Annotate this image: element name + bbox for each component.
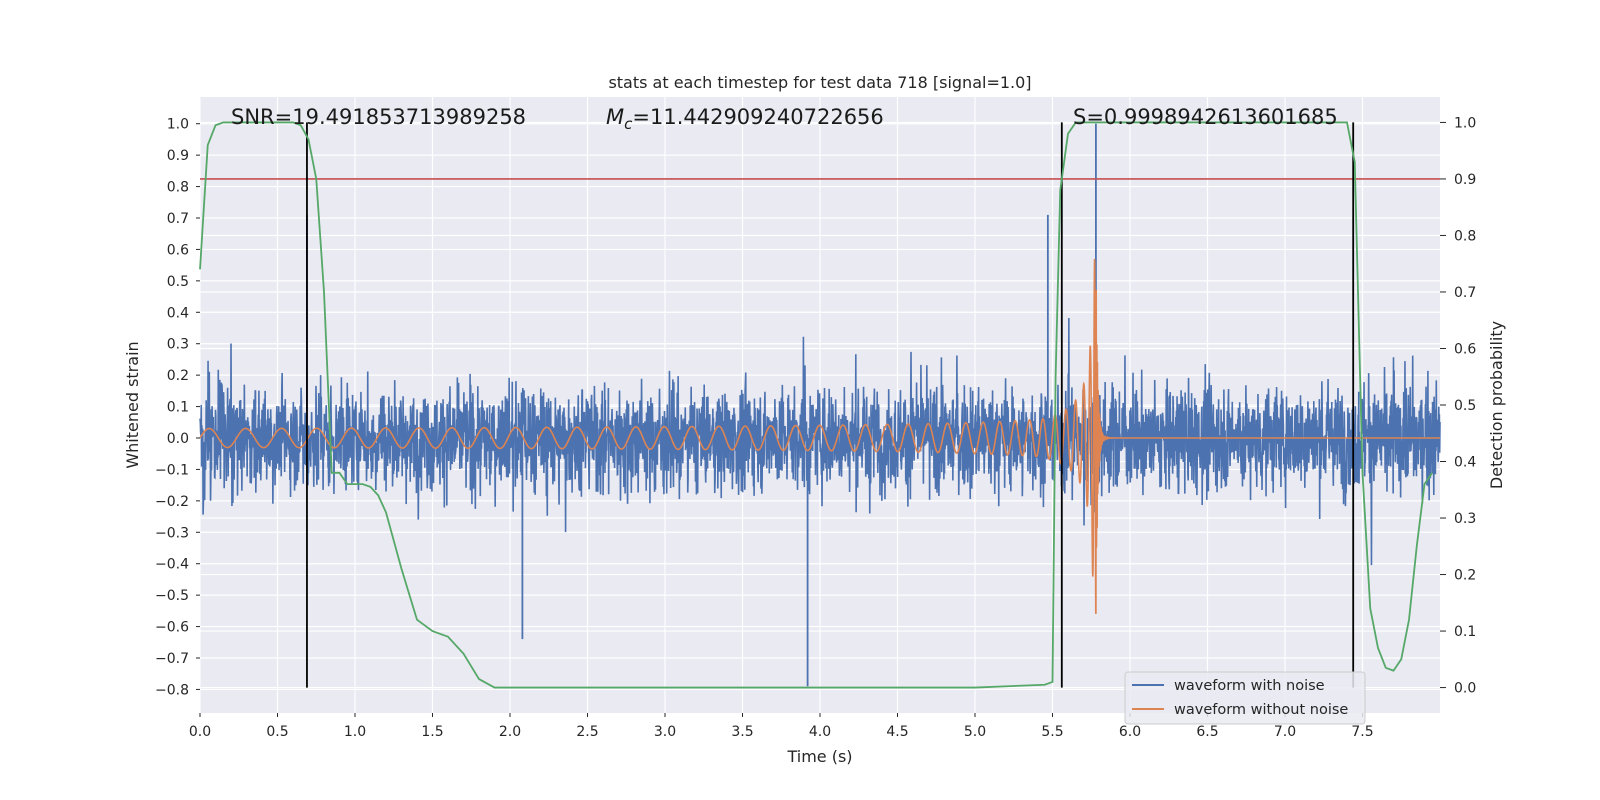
x-tick-label: 6.5 xyxy=(1196,724,1218,740)
y-tick-label: −0.8 xyxy=(155,682,189,698)
x-tick-label: 1.0 xyxy=(344,724,366,740)
legend: waveform with noise waveform without noi… xyxy=(1124,671,1366,725)
y-tick-label: 0.3 xyxy=(167,337,189,353)
snr-annotation: SNR=19.491853713989258 xyxy=(231,105,526,129)
y-tick-label: −0.4 xyxy=(155,557,189,573)
y-right-tick-label: 0.1 xyxy=(1454,624,1476,640)
y-tick-label: 0.9 xyxy=(167,148,189,164)
x-tick-label: 6.0 xyxy=(1119,724,1141,740)
x-tick-label: 0.5 xyxy=(266,724,288,740)
x-tick-label: 5.0 xyxy=(964,724,986,740)
x-tick-label: 3.5 xyxy=(731,724,753,740)
x-tick-label: 2.5 xyxy=(576,724,598,740)
y-tick-label: 0.2 xyxy=(167,368,189,384)
series-detection-probability xyxy=(199,121,1433,689)
y-tick-label: −0.2 xyxy=(155,494,189,510)
y-right-tick-label: 1.0 xyxy=(1454,115,1476,131)
y-tick-label: 0.1 xyxy=(167,400,189,416)
y-tick-label: −0.3 xyxy=(155,525,189,541)
axes: 0.0 0.5 1.0 1.5 2.0 2.5 3.0 3.5 4.0 4.5 5.0 5.5 6.0 6… xyxy=(155,115,1476,740)
y-tick-label: 0.6 xyxy=(167,242,189,258)
y-tick-label: 0.0 xyxy=(167,431,189,447)
y-right-tick-label: 0.6 xyxy=(1454,341,1476,357)
x-tick-label: 2.0 xyxy=(499,724,521,740)
series-waveform-without-noise xyxy=(199,259,1440,615)
mc-subscript: c xyxy=(624,115,633,133)
y-tick-label: −0.7 xyxy=(155,651,189,667)
chirp-mass-annotation: Mc=11.442909240722656 xyxy=(606,105,884,133)
y-right-tick-label: 0.3 xyxy=(1454,511,1476,527)
x-tick-label: 4.5 xyxy=(886,724,908,740)
y-right-tick-label: 0.7 xyxy=(1454,285,1476,301)
legend-label-waveform-with-noise: waveform with noise xyxy=(1174,678,1325,694)
y-right-tick-label: 0.4 xyxy=(1454,455,1476,471)
vertical-markers xyxy=(306,122,1355,688)
y-tick-label: 0.8 xyxy=(167,180,189,196)
y-right-tick-label: 0.5 xyxy=(1454,398,1476,414)
y-tick-label: 0.4 xyxy=(167,305,189,321)
x-tick-label: 0.0 xyxy=(189,724,211,740)
mc-symbol: M xyxy=(606,105,624,129)
waveform-without-noise-line xyxy=(199,259,1440,615)
y-axis-label: Whitened strain xyxy=(123,341,142,468)
y-right-tick-label: 0.0 xyxy=(1454,681,1476,697)
y-right-tick-label: 0.2 xyxy=(1454,568,1476,584)
y-tick-label: 0.5 xyxy=(167,274,189,290)
legend-box xyxy=(1124,671,1366,725)
x-tick-label: 7.5 xyxy=(1351,724,1373,740)
mc-value: =11.442909240722656 xyxy=(632,105,883,129)
y-tick-label: −0.1 xyxy=(155,462,189,478)
y-tick-label: 1.0 xyxy=(167,117,189,133)
x-tick-label: 7.0 xyxy=(1274,724,1296,740)
waveform-with-noise-line xyxy=(199,318,1441,566)
x-tick-label: 1.5 xyxy=(421,724,443,740)
x-axis-label: Time (s) xyxy=(786,747,852,766)
y-tick-label: 0.7 xyxy=(167,211,189,227)
x-tick-label: 4.0 xyxy=(809,724,831,740)
chart-title: stats at each timestep for test data 718… xyxy=(608,73,1031,92)
detection-statistic-annotation: S=0.9998942613601685 xyxy=(1073,105,1338,129)
y-axis-right-label: Detection probability xyxy=(1487,321,1506,489)
y-tick-label: −0.6 xyxy=(155,620,189,636)
y-right-tick-label: 0.9 xyxy=(1454,172,1476,188)
y-tick-label: −0.5 xyxy=(155,588,189,604)
legend-label-waveform-without-noise: waveform without noise xyxy=(1174,702,1348,718)
x-tick-label: 5.5 xyxy=(1041,724,1063,740)
x-tick-label: 3.0 xyxy=(654,724,676,740)
y-right-tick-label: 0.8 xyxy=(1454,228,1476,244)
detection-probability-line xyxy=(199,121,1433,689)
